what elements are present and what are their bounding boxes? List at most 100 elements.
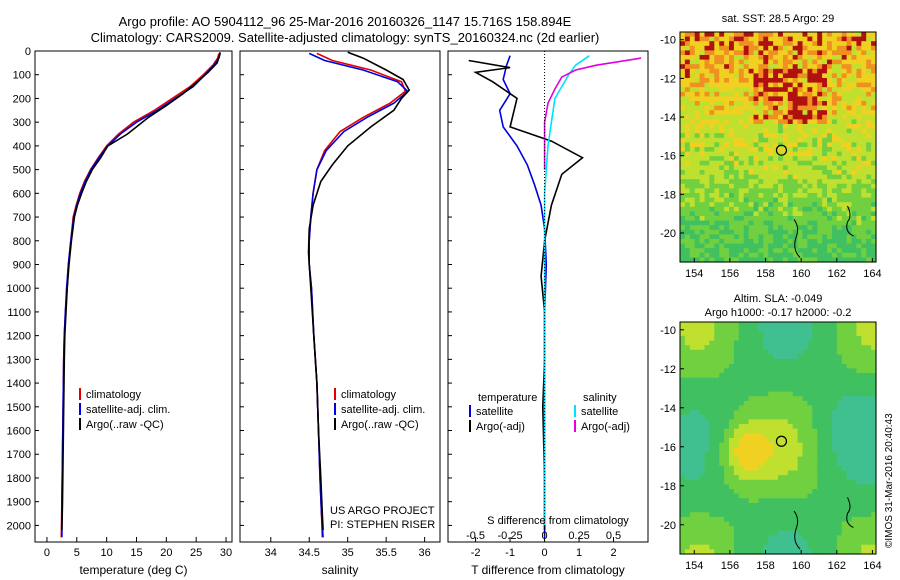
x-tick-label: 30 <box>220 547 232 559</box>
series-line-argo-raw-qc- <box>307 51 411 531</box>
x-tick-label: 2 <box>610 547 616 559</box>
x-tick-label: 0 <box>44 547 50 559</box>
figure-title-line1: Argo profile: AO 5904112_96 25-Mar-2016 … <box>119 14 572 29</box>
top-tick-label: 0.5 <box>606 530 621 542</box>
y-tick-label: 1300 <box>7 354 31 366</box>
y-tick-label: 0 <box>25 46 31 58</box>
map-y-tick-label: -12 <box>660 364 676 376</box>
map-x-tick-label: 158 <box>756 560 774 572</box>
series-line-salinity-argo-adj- <box>543 57 642 170</box>
map-field <box>680 32 877 263</box>
y-tick-label: 600 <box>13 188 31 200</box>
legend-label: Argo(..raw -QC) <box>341 419 419 431</box>
argo-position-marker <box>775 435 788 447</box>
difference-panel: -2 -1 0 1 2 T difference from climatology S di… <box>447 50 649 577</box>
plot-frame <box>447 50 649 543</box>
y-tick-label: 2000 <box>7 520 31 532</box>
salinity-panel: 34 34.5 35 35.5 36 salinity climatology satelli… <box>239 50 441 577</box>
top-tick-label: -0.25 <box>498 530 523 542</box>
map-field <box>680 322 877 555</box>
y-tick-label: 1200 <box>7 331 31 343</box>
project-credit: US ARGO PROJECT <box>330 505 435 517</box>
map-y-tick-label: -18 <box>660 481 676 493</box>
map-frame <box>679 321 877 555</box>
map-x-tick-label: 160 <box>792 268 810 280</box>
y-tick-label: 1800 <box>7 473 31 485</box>
map-x-tick-label: 158 <box>756 268 774 280</box>
legend-label: climatology <box>341 389 397 401</box>
map-x-tick-label: 160 <box>792 560 810 572</box>
map-title: Altim. SLA: -0.049 <box>734 293 823 305</box>
map-x-tick-label: 154 <box>685 268 703 280</box>
map-y-tick-label: -14 <box>660 112 676 124</box>
map-y-tick-label: -12 <box>660 73 676 85</box>
series-line-salinity-satellite <box>543 55 590 526</box>
y-tick-label: 1600 <box>7 426 31 438</box>
x-tick-label: 34 <box>265 547 277 559</box>
y-tick-label: 1900 <box>7 497 31 509</box>
pi-credit: PI: STEPHEN RISER <box>330 519 435 531</box>
legend-label: climatology <box>86 389 142 401</box>
map-y-tick-label: -10 <box>660 35 676 47</box>
sla-map-panel: Altim. SLA: -0.049 Argo h1000: -0.17 h200… <box>660 293 882 572</box>
series-line-satellite-adj-clim- <box>308 52 409 538</box>
plot-frame <box>239 50 441 543</box>
y-tick-label: 1100 <box>7 307 31 319</box>
plot-frame <box>34 50 233 543</box>
map-y-tick-label: -18 <box>660 189 676 201</box>
map-y-tick-label: -10 <box>660 325 676 337</box>
reef-contour <box>793 205 854 258</box>
legend-label: Argo(..raw -QC) <box>86 419 164 431</box>
x-axis-label: T difference from climatology <box>471 563 625 577</box>
y-tick-label: 300 <box>13 117 31 129</box>
series-line-temperature-satellite <box>498 55 548 538</box>
y-tick-label: 1400 <box>7 378 31 390</box>
y-tick-label: 400 <box>13 141 31 153</box>
map-y-tick-label: -16 <box>660 442 676 454</box>
series-line-climatology <box>60 53 220 538</box>
temperature-panel: 0 5 10 15 20 25 30 temperature (deg C) 0 100 200 30… <box>7 46 233 577</box>
top-tick-label: 0 <box>541 530 547 542</box>
map-x-tick-label: 154 <box>685 560 703 572</box>
y-tick-label: 900 <box>13 259 31 271</box>
x-axis-label: temperature (deg C) <box>79 563 187 577</box>
map-x-tick-label: 164 <box>863 560 881 572</box>
y-tick-label: 1000 <box>7 283 31 295</box>
y-tick-label: 700 <box>13 212 31 224</box>
map-x-tick-label: 162 <box>828 560 846 572</box>
x-tick-label: 10 <box>101 547 113 559</box>
x-tick-label: 15 <box>130 547 142 559</box>
series-line-argo-raw-qc- <box>61 52 221 531</box>
y-tick-label: 100 <box>13 70 31 82</box>
map-y-tick-label: -14 <box>660 403 676 415</box>
y-tick-label: 1700 <box>7 449 31 461</box>
x-tick-label: 20 <box>160 547 172 559</box>
figure-title-line2: Climatology: CARS2009. Satellite-adjuste… <box>91 30 600 45</box>
legend-title-salinity: salinity <box>583 392 617 404</box>
legend-label: Argo(-adj) <box>476 421 525 433</box>
map-x-tick-label: 162 <box>828 268 846 280</box>
legend-label: Argo(-adj) <box>581 421 630 433</box>
map-y-tick-label: -20 <box>660 520 676 532</box>
map-x-tick-label: 164 <box>863 268 881 280</box>
series-line-climatology <box>308 52 407 538</box>
x-tick-label: 0 <box>541 547 547 559</box>
x-tick-label: 25 <box>190 547 202 559</box>
series-line-temperature-argo-adj- <box>468 59 584 531</box>
x-tick-label: 36 <box>418 547 430 559</box>
imos-credit: ©IMOS 31-Mar-2016 20:40:43 <box>884 413 895 548</box>
x-tick-label: 35 <box>342 547 354 559</box>
y-tick-label: 200 <box>13 93 31 105</box>
map-subtitle: Argo h1000: -0.17 h2000: -0.2 <box>705 307 852 319</box>
map-x-tick-label: 156 <box>721 560 739 572</box>
y-tick-label: 800 <box>13 236 31 248</box>
map-y-tick-label: -20 <box>660 228 676 240</box>
reef-contour <box>793 497 854 550</box>
top-tick-label: -0.5 <box>466 530 485 542</box>
y-tick-label: 500 <box>13 165 31 177</box>
x-tick-label: 35.5 <box>375 547 396 559</box>
map-title: sat. SST: 28.5 Argo: 29 <box>722 13 835 25</box>
x-axis-label: salinity <box>322 563 359 577</box>
argo-position-marker <box>775 144 788 156</box>
